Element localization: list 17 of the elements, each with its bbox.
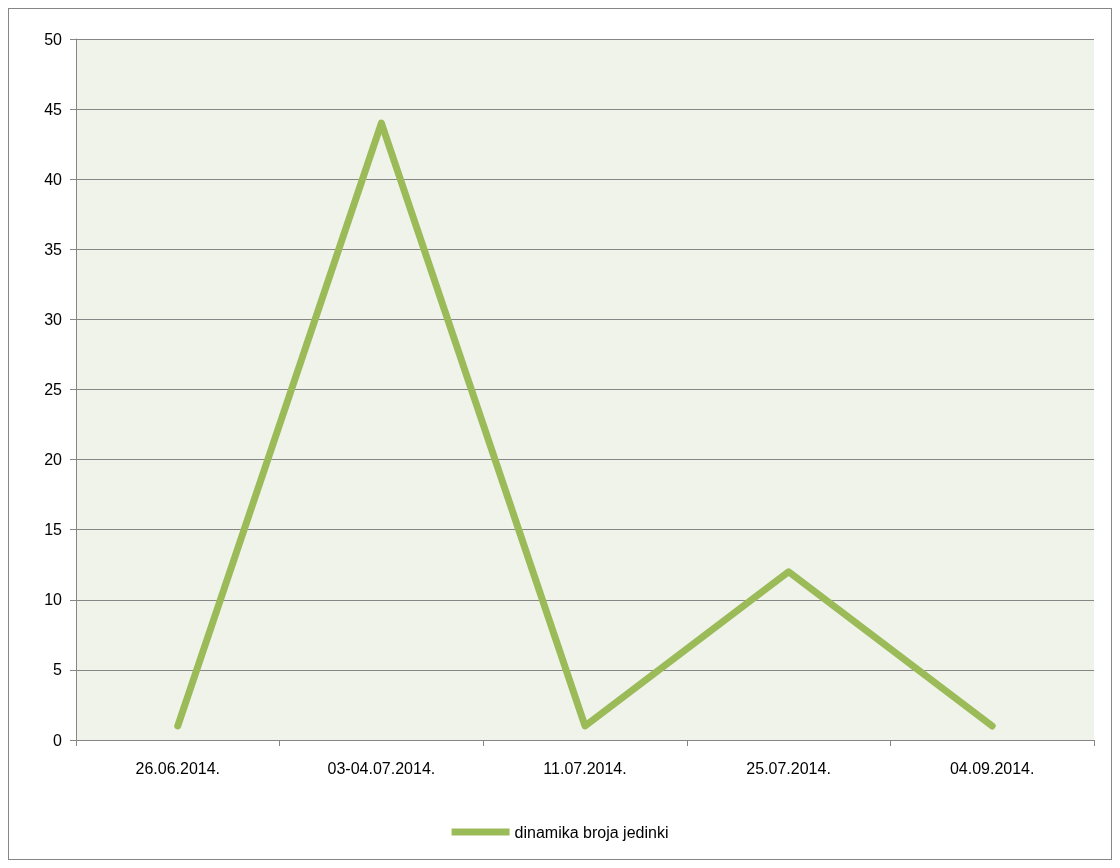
y-tick-label: 15 bbox=[44, 521, 63, 539]
y-tick-label: 20 bbox=[44, 451, 63, 469]
y-tick-label: 10 bbox=[44, 591, 63, 609]
legend-label: dinamika broja jedinki bbox=[514, 823, 669, 841]
y-tick-label: 25 bbox=[44, 381, 63, 398]
x-tick-label: 04.09.2014. bbox=[949, 759, 1035, 777]
x-tick-label: 03-04.07.2014. bbox=[327, 759, 436, 777]
y-tick-label: 35 bbox=[44, 240, 63, 258]
y-tick-label: 5 bbox=[53, 661, 63, 679]
y-tick-label: 50 bbox=[44, 30, 63, 48]
y-tick-label: 0 bbox=[53, 731, 63, 749]
x-tick-label: 11.07.2014. bbox=[543, 759, 627, 777]
x-tick-label: 25.07.2014. bbox=[746, 759, 831, 777]
y-tick-label: 40 bbox=[44, 170, 63, 188]
y-tick-label: 30 bbox=[44, 310, 63, 328]
x-tick-label: 26.06.2014. bbox=[135, 759, 221, 777]
y-tick-label: 45 bbox=[44, 100, 63, 118]
